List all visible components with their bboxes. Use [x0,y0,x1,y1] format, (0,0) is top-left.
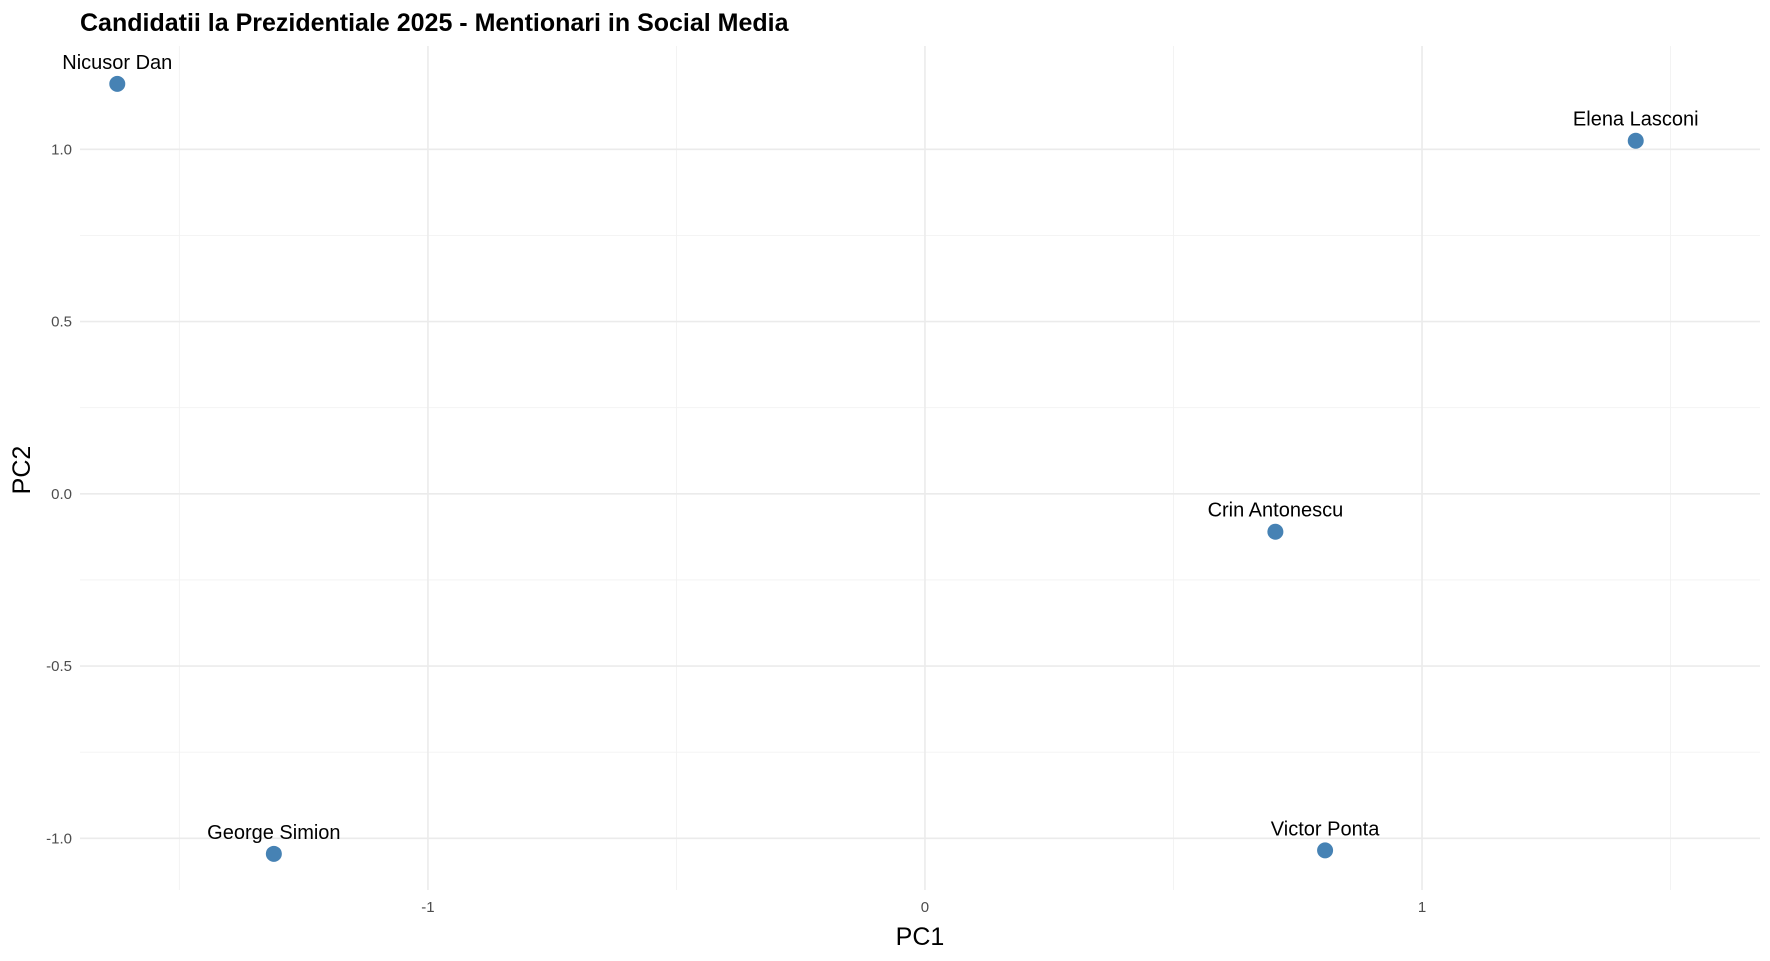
point-label: Victor Ponta [1271,818,1380,840]
point-label: Elena Lasconi [1573,109,1699,131]
y-axis-tick-labels: -1.0 -0.5 0.0 0.5 1.0 [46,141,72,847]
point-label: Nicusor Dan [62,52,172,74]
chart-title: Candidatii la Prezidentiale 2025 - Menti… [80,9,790,37]
data-point [1627,132,1644,149]
y-axis-title: PC2 [8,446,36,495]
data-point [109,75,126,92]
y-tick-label: 1.0 [51,141,72,158]
data-points [109,75,1644,862]
point-labels: Nicusor Dan Elena Lasconi Crin Antonescu Ge… [62,52,1698,844]
point-label: Crin Antonescu [1208,500,1344,522]
x-tick-label: 0 [921,899,929,916]
data-point [1267,523,1284,540]
minor-gridlines [80,46,1760,890]
x-axis-tick-labels: -1 0 1 [421,899,1426,916]
y-tick-label: 0.0 [51,486,72,503]
data-point [1317,842,1334,859]
x-tick-label: 1 [1418,899,1426,916]
y-tick-label: -1.0 [46,830,72,847]
major-gridlines [80,46,1760,890]
y-tick-label: -0.5 [46,658,72,675]
x-axis-title: PC1 [896,923,945,951]
x-tick-label: -1 [421,899,434,916]
data-point [265,845,282,862]
y-tick-label: 0.5 [51,314,72,331]
point-label: George Simion [207,822,340,844]
